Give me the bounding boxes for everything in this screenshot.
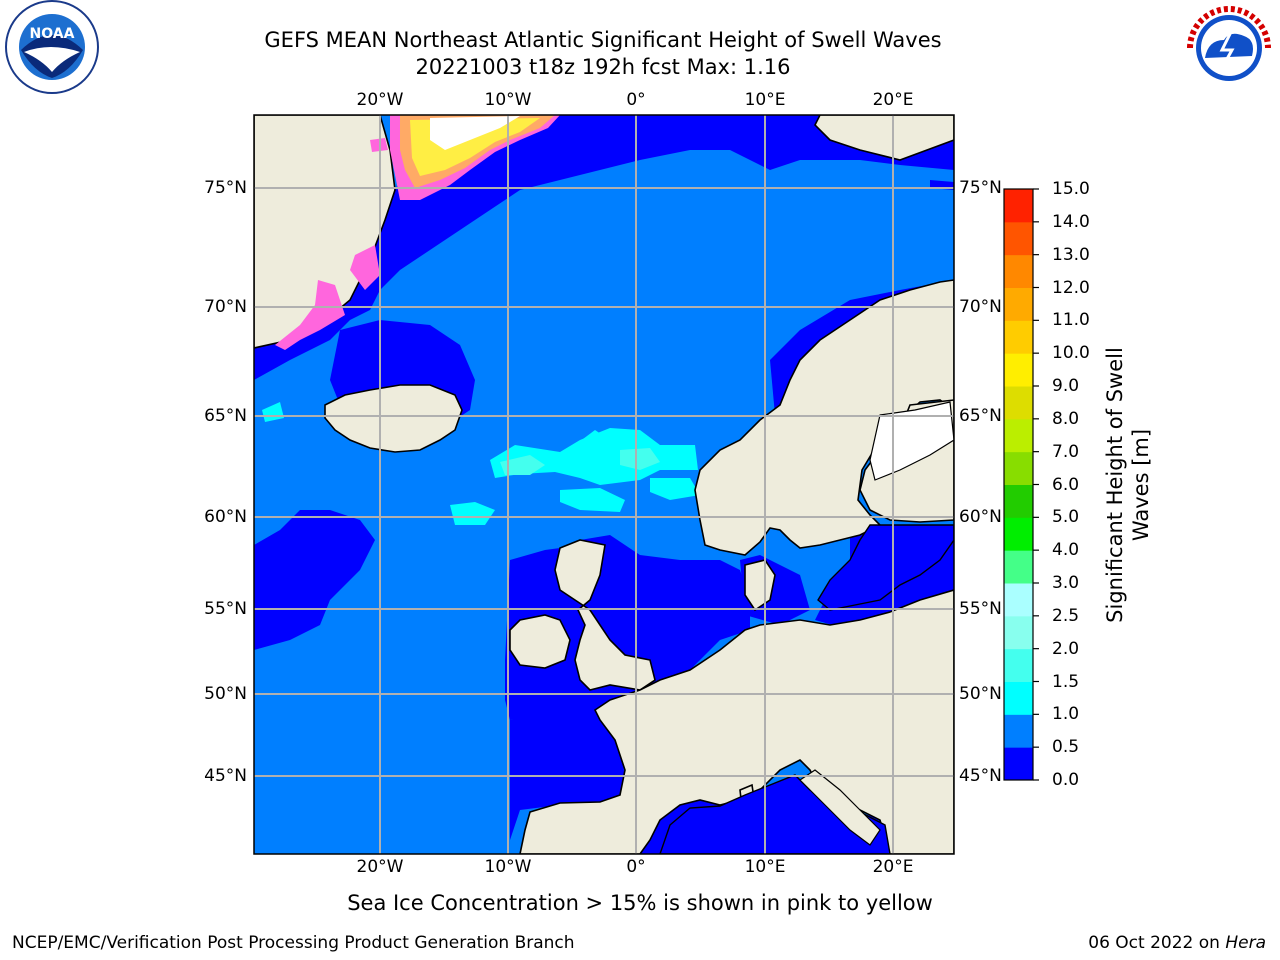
colorbar-bin	[1004, 189, 1033, 223]
nws-logo	[1183, 2, 1275, 94]
lat-label-right-75n: 75°N	[959, 178, 1002, 198]
colorbar-tick-label: 0.0	[1052, 770, 1080, 790]
lat-label-left-65n: 65°N	[204, 406, 247, 426]
lon-label-bottom-10e: 10°E	[744, 857, 786, 877]
lat-label-right-65n: 65°N	[959, 406, 1002, 426]
colorbar-tick-label: 8.0	[1052, 408, 1080, 429]
map-area	[254, 115, 954, 854]
colorbar-bin	[1004, 583, 1033, 617]
graticule	[254, 115, 954, 854]
colorbar	[1004, 188, 1039, 781]
colorbar-bin	[1004, 221, 1033, 256]
lon-label-top-20e: 20°E	[872, 90, 914, 110]
colorbar-tick-label: 14.0	[1052, 211, 1090, 232]
colorbar-frame	[1003, 188, 1034, 781]
colorbar-tick-label: 4.0	[1052, 540, 1080, 561]
colorbar-tick-label: 2.5	[1052, 605, 1080, 626]
colorbar-title: Significant Height of Swell Waves [m]	[1102, 325, 1154, 645]
noaa-logo-label: NOAA	[30, 26, 75, 42]
colorbar-tick-label: 15.0	[1052, 179, 1090, 199]
lat-label-left-60n: 60°N	[204, 507, 247, 527]
page-title: GEFS MEAN Northeast Atlantic Significant…	[264, 28, 942, 52]
footer-date-text: 06 Oct 2022 on	[1088, 933, 1226, 953]
land-masses	[254, 115, 954, 854]
baltic-sea	[817, 524, 954, 611]
lon-label-bottom-10w: 10°W	[484, 857, 532, 877]
lon-label-top-0: 0°	[626, 90, 646, 110]
colorbar-tick-label: 2.0	[1052, 638, 1080, 659]
page-subtitle: 20221003 t18z 192h fcst Max: 1.16	[415, 55, 791, 79]
lat-label-right-50n: 50°N	[959, 684, 1002, 704]
colorbar-bin	[1004, 615, 1033, 650]
footer-machine: Hera	[1225, 933, 1266, 953]
lat-label-right-55n: 55°N	[959, 599, 1002, 619]
sea-ice-note: Sea Ice Concentration > 15% is shown in …	[347, 891, 933, 915]
lat-label-right-60n: 60°N	[959, 507, 1002, 527]
colorbar-bin	[1004, 320, 1033, 354]
footer-date: 06 Oct 2022 on Hera	[1088, 933, 1266, 953]
lat-label-left-55n: 55°N	[204, 599, 247, 619]
colorbar-bin	[1004, 714, 1033, 748]
colorbar-bin	[1004, 254, 1033, 288]
colorbar-bin	[1004, 287, 1033, 321]
lon-label-bottom-0: 0°	[626, 857, 646, 877]
colorbar-tick-label: 1.0	[1052, 704, 1080, 725]
colorbar-bin	[1004, 451, 1033, 485]
lon-label-top-20w: 20°W	[356, 90, 404, 110]
footer-credit: NCEP/EMC/Verification Post Processing Pr…	[12, 933, 575, 953]
colorbar-tick-label: 9.0	[1052, 376, 1080, 396]
lat-label-left-45n: 45°N	[204, 766, 247, 786]
colorbar-tick-label: 0.5	[1052, 737, 1080, 758]
colorbar-tick-label: 7.0	[1052, 441, 1080, 462]
lat-label-right-45n: 45°N	[959, 766, 1002, 786]
map-frame	[253, 114, 955, 855]
colorbar-bin	[1004, 386, 1033, 420]
colorbar-tick-label: 1.5	[1052, 671, 1080, 692]
colorbar-bin	[1004, 747, 1033, 781]
noaa-logo: NOAA	[5, 0, 99, 94]
lat-label-left-70n: 70°N	[204, 297, 247, 317]
lat-label-left-50n: 50°N	[204, 684, 247, 704]
colorbar-bin	[1004, 517, 1033, 551]
sea-ice	[275, 115, 560, 350]
colorbar-title-line2: Waves [m]	[1129, 428, 1153, 542]
bothnia-gulf	[869, 401, 954, 481]
lon-label-bottom-20w: 20°W	[356, 857, 404, 877]
lat-label-right-70n: 70°N	[959, 297, 1002, 317]
colorbar-title-line1: Significant Height of Swell	[1103, 347, 1127, 623]
colorbar-tick-label: 13.0	[1052, 244, 1090, 265]
lat-label-left-75n: 75°N	[204, 178, 247, 198]
lon-label-top-10w: 10°W	[484, 90, 532, 110]
colorbar-tick-label: 3.0	[1052, 573, 1080, 593]
colorbar-bin	[1004, 681, 1033, 715]
colorbar-tick-label: 12.0	[1052, 277, 1090, 298]
colorbar-bin	[1004, 418, 1033, 453]
colorbar-tick-label: 10.0	[1052, 343, 1090, 364]
colorbar-tick-label: 5.0	[1052, 507, 1080, 528]
colorbar-bin	[1004, 648, 1033, 682]
lon-label-bottom-20e: 20°E	[872, 857, 914, 877]
lon-label-top-10e: 10°E	[744, 90, 786, 110]
colorbar-bin	[1004, 550, 1033, 584]
colorbar-bin	[1004, 484, 1033, 518]
colorbar-bin	[1004, 353, 1033, 387]
colorbar-tick-label: 11.0	[1052, 310, 1090, 331]
light-cyan-swell-patches	[500, 448, 660, 475]
colorbar-tick-label: 6.0	[1052, 474, 1080, 495]
